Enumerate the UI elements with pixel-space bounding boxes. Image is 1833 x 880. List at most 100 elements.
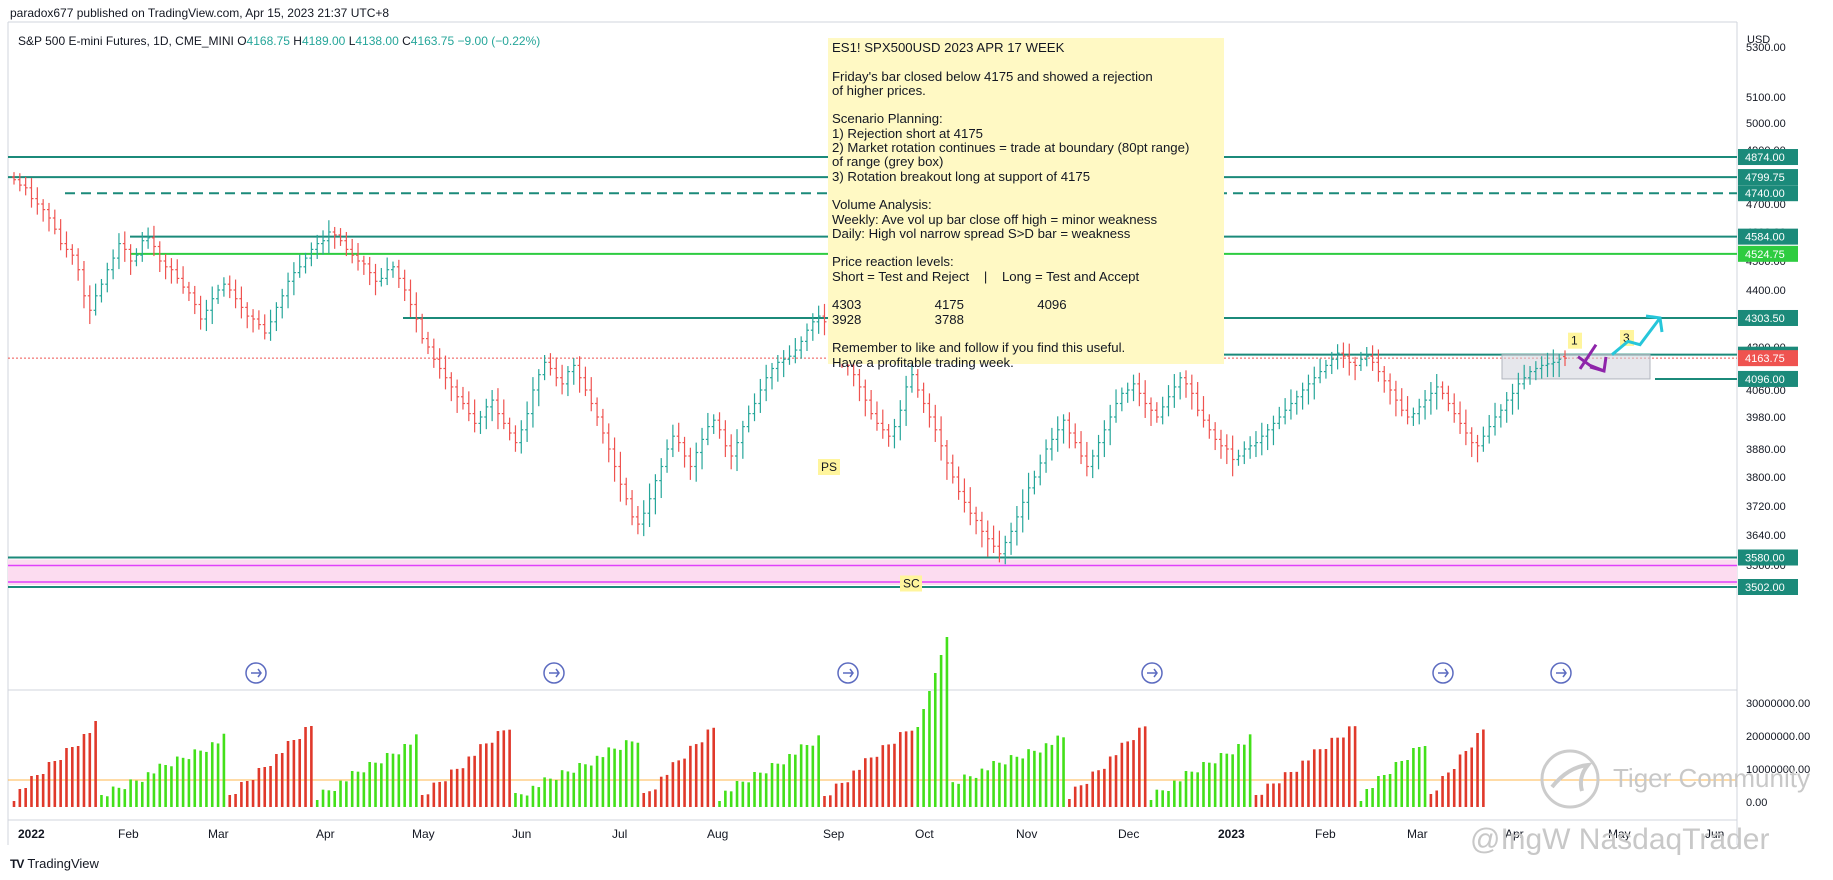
- volume-bar: [158, 763, 162, 807]
- candle: [1335, 344, 1340, 370]
- tradingview-logo-icon: TV: [10, 857, 24, 871]
- volume-bar: [613, 748, 616, 807]
- candle: [81, 261, 86, 309]
- candle: [1341, 342, 1346, 368]
- candle: [373, 263, 378, 296]
- volume-bar: [648, 791, 651, 807]
- volume-bar: [444, 781, 447, 807]
- volume-bar: [432, 782, 436, 807]
- volume-bar: [175, 756, 179, 807]
- volume-bar: [298, 739, 302, 807]
- note-line: of higher prices.: [832, 83, 926, 98]
- candle: [1458, 401, 1463, 434]
- candle: [863, 379, 868, 417]
- volume-bar: [53, 761, 57, 807]
- volume-bar: [1429, 794, 1433, 807]
- candle: [1079, 431, 1084, 465]
- note-line: [832, 98, 1220, 112]
- candle: [1469, 427, 1474, 458]
- volume-bar: [164, 765, 167, 807]
- candle: [1277, 406, 1282, 430]
- candle: [577, 356, 582, 393]
- volume-bar: [642, 793, 646, 807]
- volume-bar: [100, 795, 103, 807]
- watermark-author: @IngW NasdaqTrader: [1470, 823, 1770, 856]
- volume-bar: [18, 789, 22, 807]
- volume-bar: [1167, 791, 1170, 807]
- event-arrow-icon: [1556, 668, 1567, 678]
- candle: [770, 362, 775, 390]
- candle: [1306, 374, 1311, 405]
- time-tick-label: Feb: [1315, 827, 1336, 841]
- volume-bar: [1068, 799, 1071, 807]
- candle: [291, 262, 296, 296]
- volume-bar: [368, 762, 371, 807]
- candle: [1003, 535, 1008, 565]
- candle: [1545, 352, 1550, 378]
- candle: [1452, 393, 1457, 423]
- volume-bar: [864, 758, 867, 807]
- volume-bar: [589, 765, 593, 807]
- volume-bar: [1417, 747, 1421, 807]
- level-label-text: 4799.75: [1745, 172, 1785, 184]
- price-tick-label: 5300.00: [1746, 42, 1786, 54]
- candle: [239, 286, 244, 319]
- volume-bar: [76, 746, 80, 807]
- candle: [1207, 414, 1212, 439]
- volume-bar: [770, 763, 774, 807]
- volume-bar: [1225, 753, 1229, 807]
- volume-bar: [1173, 780, 1176, 807]
- volume-bar: [350, 771, 354, 807]
- volume-bar: [1359, 801, 1363, 807]
- candle: [501, 399, 506, 430]
- candle: [70, 244, 75, 265]
- candle: [1347, 343, 1352, 376]
- candle: [630, 490, 635, 526]
- volume-bar: [1091, 771, 1095, 807]
- volume-bar: [199, 750, 202, 807]
- tradingview-brand[interactable]: TV TradingView: [10, 856, 99, 871]
- candle: [1411, 407, 1416, 426]
- candle: [530, 377, 535, 428]
- volume-bar: [1342, 737, 1345, 807]
- volume-bar: [508, 729, 511, 807]
- candle: [472, 399, 477, 433]
- level-label-bg: [1738, 169, 1798, 186]
- volume-bar: [257, 768, 261, 807]
- volume-bar: [146, 772, 150, 807]
- candle: [58, 219, 63, 251]
- analysis-note: ES1! SPX500USD 2023 APR 17 WEEK Friday's …: [828, 38, 1224, 369]
- candle: [758, 378, 763, 413]
- volume-bar: [1237, 744, 1240, 807]
- volume-tick-label: 30000000.00: [1746, 698, 1810, 710]
- volume-bar: [519, 794, 523, 807]
- event-arrow-icon: [251, 668, 262, 678]
- volume-bar: [1155, 789, 1159, 807]
- volume-bar: [665, 774, 669, 807]
- candle: [76, 248, 81, 281]
- candle: [1417, 398, 1422, 425]
- candle: [665, 439, 670, 473]
- note-line: Weekly: Ave vol up bar close off high = …: [832, 212, 1158, 227]
- candle: [1218, 429, 1223, 459]
- volume-bar: [1295, 771, 1299, 807]
- candle: [775, 354, 780, 382]
- candle: [1323, 359, 1328, 379]
- candle: [204, 299, 209, 332]
- time-tick-label: 2023: [1218, 827, 1245, 841]
- candle: [286, 272, 291, 309]
- volume-bar: [1009, 755, 1013, 807]
- volume-bar: [572, 772, 576, 807]
- volume-bar: [1353, 726, 1357, 807]
- candle: [1137, 372, 1142, 407]
- candle: [478, 410, 483, 434]
- candle: [589, 377, 594, 412]
- candle: [1160, 396, 1165, 425]
- candle: [1370, 345, 1375, 371]
- level-label-text: 3580.00: [1745, 553, 1785, 565]
- volume-bar: [1330, 737, 1334, 807]
- note-line: [832, 55, 1220, 69]
- annotation-text: SC: [903, 577, 920, 591]
- candle: [1102, 420, 1107, 458]
- volume-bar: [846, 782, 850, 807]
